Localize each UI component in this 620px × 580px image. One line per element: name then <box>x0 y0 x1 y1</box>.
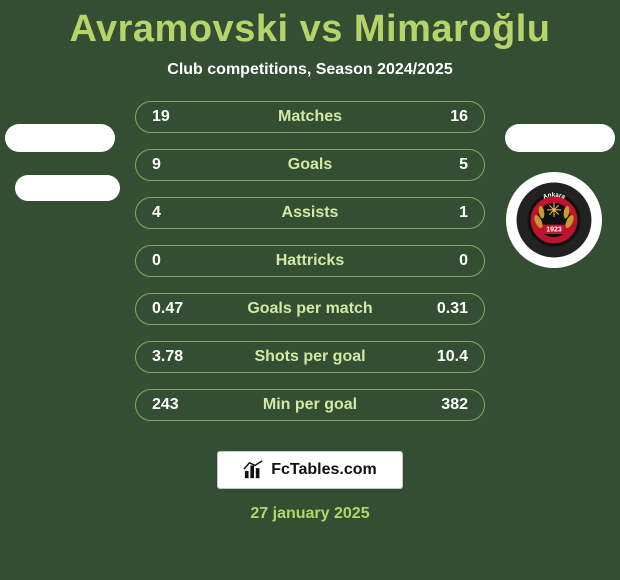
stat-left: 4 <box>152 204 212 222</box>
stat-label: Goals <box>212 156 408 174</box>
svg-text:1923: 1923 <box>546 227 562 234</box>
stat-row-mpg: 243 Min per goal 382 <box>135 389 485 421</box>
brand-badge[interactable]: FcTables.com <box>217 451 403 489</box>
player-left-pill-2 <box>15 175 120 201</box>
bar-chart-icon <box>243 460 265 480</box>
stats-table: 19 Matches 16 9 Goals 5 4 Assists 1 0 Ha… <box>135 101 485 421</box>
stat-left: 0 <box>152 252 212 270</box>
stat-right: 1 <box>408 204 468 222</box>
stat-row-hattricks: 0 Hattricks 0 <box>135 245 485 277</box>
stat-label: Min per goal <box>212 396 408 414</box>
stat-row-gpm: 0.47 Goals per match 0.31 <box>135 293 485 325</box>
stat-left: 3.78 <box>152 348 212 366</box>
player-right-pill-1 <box>505 124 615 152</box>
stat-right: 0.31 <box>408 300 468 318</box>
stat-left: 19 <box>152 108 212 126</box>
stat-right: 382 <box>408 396 468 414</box>
stat-label: Matches <box>212 108 408 126</box>
stat-right: 0 <box>408 252 468 270</box>
stat-row-spg: 3.78 Shots per goal 10.4 <box>135 341 485 373</box>
stat-row-assists: 4 Assists 1 <box>135 197 485 229</box>
footer-date: 27 january 2025 <box>0 505 620 523</box>
brand-label: FcTables.com <box>271 461 377 479</box>
stat-row-goals: 9 Goals 5 <box>135 149 485 181</box>
club-crest-icon: 1923 Ankara <box>515 181 593 259</box>
stat-label: Assists <box>212 204 408 222</box>
page-subtitle: Club competitions, Season 2024/2025 <box>0 61 620 79</box>
player-left-pill-1 <box>5 124 115 152</box>
stat-left: 9 <box>152 156 212 174</box>
club-badge-right: 1923 Ankara <box>506 172 602 268</box>
stat-label: Hattricks <box>212 252 408 270</box>
page-title: Avramovski vs Mimaroğlu <box>0 0 620 51</box>
stat-row-matches: 19 Matches 16 <box>135 101 485 133</box>
stat-left: 0.47 <box>152 300 212 318</box>
stat-right: 5 <box>408 156 468 174</box>
stat-label: Shots per goal <box>212 348 408 366</box>
stat-right: 10.4 <box>408 348 468 366</box>
stat-right: 16 <box>408 108 468 126</box>
stat-left: 243 <box>152 396 212 414</box>
stat-label: Goals per match <box>212 300 408 318</box>
